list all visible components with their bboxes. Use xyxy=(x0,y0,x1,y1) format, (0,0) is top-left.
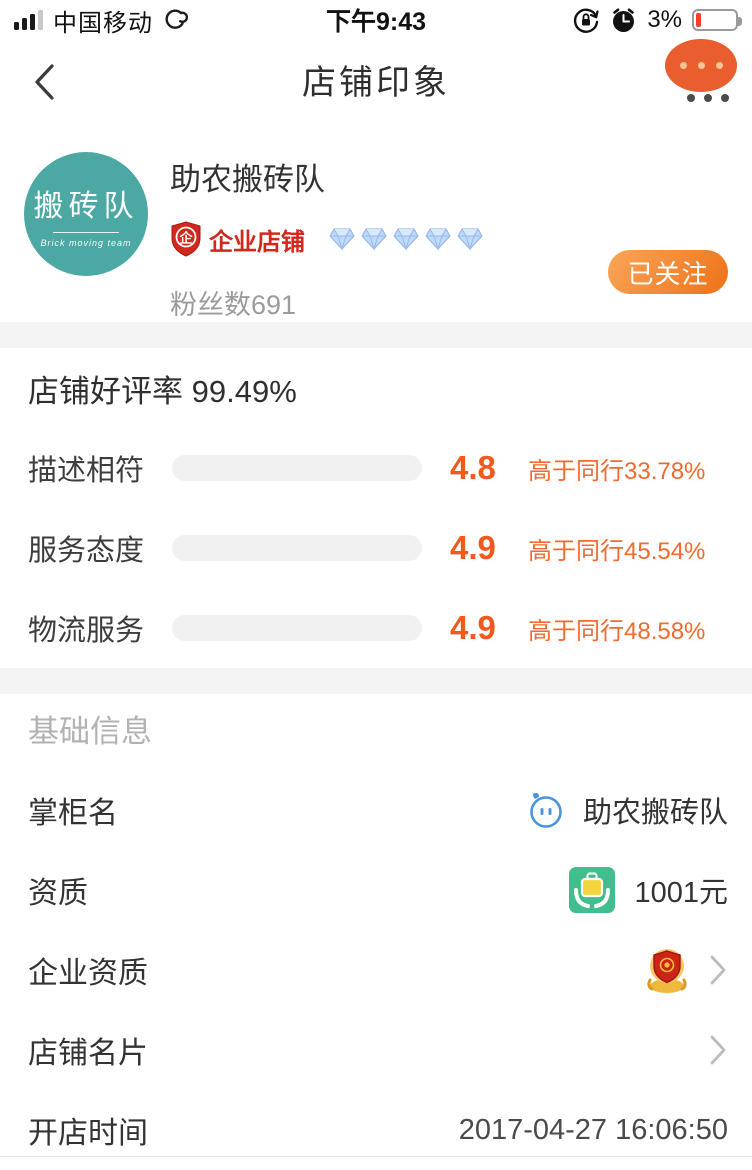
avatar-title: 搬砖队 xyxy=(33,189,139,223)
positive-rate-title: 店铺好评率 99.49% xyxy=(28,374,297,409)
bottom-divider xyxy=(0,1156,752,1157)
chevron-left-icon xyxy=(35,64,54,100)
rating-label: 物流服务 xyxy=(28,615,145,647)
floating-more-button[interactable] xyxy=(665,39,737,92)
nav-bar: 店铺印象 xyxy=(0,36,752,122)
info-row-label: 企业资质 xyxy=(28,957,148,990)
enterprise-badge-label: 企业店铺 xyxy=(209,228,305,256)
info-row-open-time: 开店时间 2017-04-27 16:06:50 xyxy=(28,1090,728,1170)
open-time-value: 2017-04-27 16:06:50 xyxy=(458,1113,728,1146)
basic-info-section: 基础信息 掌柜名 助农搬砖队 资质 xyxy=(0,694,752,1170)
svg-text:企: 企 xyxy=(178,231,193,246)
info-row-label: 店铺名片 xyxy=(28,1037,148,1070)
shop-name: 助农搬砖队 xyxy=(170,162,325,197)
orientation-lock-icon xyxy=(572,6,600,34)
rating-compare-label: 高于同行48.58% xyxy=(528,617,706,645)
section-separator xyxy=(0,322,752,348)
alarm-clock-icon xyxy=(610,7,637,34)
page-title: 店铺印象 xyxy=(302,63,450,102)
signal-strength-icon xyxy=(14,10,43,30)
info-row-deposit: 资质 1001元 xyxy=(28,850,728,930)
rating-score: 4.8 xyxy=(450,449,496,486)
back-button[interactable] xyxy=(22,58,66,106)
rating-bar-track xyxy=(172,615,422,641)
info-row-enterprise-qualification[interactable]: 企业资质 xyxy=(28,930,728,1010)
followed-button[interactable]: 已关注 xyxy=(608,250,728,294)
rating-score: 4.9 xyxy=(450,609,496,646)
diamond-icon xyxy=(425,228,451,251)
rating-compare-label: 高于同行33.78% xyxy=(528,457,706,485)
license-emblem-icon xyxy=(644,946,690,994)
status-bar: 中国移动 下午9:43 3% xyxy=(0,0,752,37)
diamond-icon xyxy=(393,228,419,251)
basic-info-title: 基础信息 xyxy=(28,714,152,749)
wangwang-chat-icon[interactable] xyxy=(525,790,565,830)
chevron-right-icon xyxy=(708,953,728,987)
enterprise-shield-icon: 企 xyxy=(170,221,202,257)
diamond-icon xyxy=(457,228,483,251)
diamond-icon xyxy=(361,228,387,251)
deposit-briefcase-icon xyxy=(568,866,616,914)
rating-label: 描述相符 xyxy=(28,455,145,487)
info-row-label: 掌柜名 xyxy=(28,797,118,830)
rating-row-logistics: 物流服务 4.9 高于同行48.58% xyxy=(28,588,724,668)
ratings-section: 店铺好评率 99.49% 描述相符 4.8 高于同行33.78% 服务态度 4.… xyxy=(0,348,752,668)
info-row-shop-card[interactable]: 店铺名片 xyxy=(28,1010,728,1090)
carrier-label: 中国移动 xyxy=(53,9,153,37)
diamond-rating xyxy=(329,227,483,251)
rating-row-description: 描述相符 4.8 高于同行33.78% xyxy=(28,428,724,508)
diamond-icon xyxy=(329,228,355,251)
rating-bar-track xyxy=(172,455,422,481)
more-menu-button[interactable] xyxy=(687,94,729,102)
shopkeeper-name-value: 助农搬砖队 xyxy=(582,797,728,829)
info-row-label: 开店时间 xyxy=(28,1117,148,1150)
fans-count-label: 粉丝数691 xyxy=(170,290,297,320)
battery-percent-label: 3% xyxy=(647,6,682,33)
battery-icon xyxy=(692,9,742,31)
shop-profile: 搬砖队 Brick moving team 助农搬砖队 企 企业店铺 xyxy=(0,122,752,322)
chevron-right-icon xyxy=(708,1033,728,1067)
avatar-subtitle: Brick moving team xyxy=(40,237,132,248)
rating-score: 4.9 xyxy=(450,529,496,566)
info-row-label: 资质 xyxy=(28,877,88,910)
info-row-shopkeeper: 掌柜名 助农搬砖队 xyxy=(28,770,728,850)
rating-row-service: 服务态度 4.9 高于同行45.54% xyxy=(28,508,724,588)
rating-bar-track xyxy=(172,535,422,561)
rating-label: 服务态度 xyxy=(28,535,145,567)
section-separator xyxy=(0,668,752,694)
shop-avatar[interactable]: 搬砖队 Brick moving team xyxy=(24,152,148,276)
rating-compare-label: 高于同行45.54% xyxy=(528,537,706,565)
sync-loop-icon xyxy=(161,8,188,32)
deposit-amount-value: 1001元 xyxy=(634,877,728,909)
